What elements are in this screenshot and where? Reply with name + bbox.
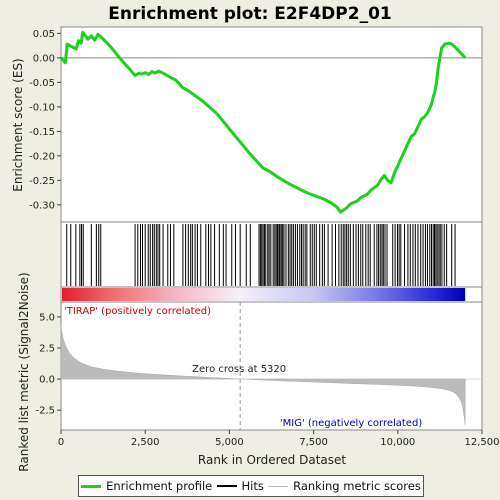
hits-panel bbox=[60, 221, 483, 288]
es-y-axis-label: Enrichment score (ES) bbox=[11, 58, 25, 191]
es-y-axis: 0.05 0.00 -0.05 -0.10 -0.15 -0.20 -0.25 -0.30 bbox=[29, 29, 61, 211]
zero-cross-label: Zero cross at 5320 bbox=[192, 364, 286, 375]
es-y-tick-label: -0.20 bbox=[29, 151, 55, 162]
enrichment-profile-line bbox=[59, 30, 467, 214]
correlation-color-band bbox=[62, 288, 466, 301]
legend-item-hits: Hits bbox=[216, 479, 264, 493]
chart-title: Enrichment plot: E2F4DP2_01 bbox=[108, 4, 391, 24]
negative-correlation-label: 'MIG' (negatively correlated) bbox=[280, 418, 422, 429]
es-y-tick-label: 0.00 bbox=[33, 53, 55, 64]
x-axis-label: Rank in Ordered Dataset bbox=[198, 453, 346, 467]
x-axis: 0 2,500 5,000 7,500 10,000 12,500 bbox=[58, 430, 500, 448]
x-tick-label: 0 bbox=[58, 437, 64, 448]
x-tick-label: 5,000 bbox=[215, 437, 244, 448]
hit-markers bbox=[66, 224, 456, 286]
legend-rank-label: Ranking metric scores bbox=[293, 479, 421, 493]
rank-panel bbox=[60, 301, 483, 431]
es-y-tick-label: -0.25 bbox=[29, 176, 55, 187]
rank-y-tick-label: 5.0 bbox=[39, 312, 55, 323]
rank-y-axis: 5.0 2.5 0.0 -2.5 bbox=[35, 312, 61, 417]
x-tick-label: 7,500 bbox=[299, 437, 328, 448]
rank-y-axis-label: Ranked list metric (Signal2Noise) bbox=[17, 272, 31, 471]
hits-swatch-icon bbox=[216, 485, 237, 487]
rank-y-tick-label: -2.5 bbox=[35, 406, 55, 417]
positive-correlation-label: 'TIRAP' (positively correlated) bbox=[64, 306, 211, 317]
legend: Enrichment profile Hits Ranking metric s… bbox=[78, 475, 424, 497]
legend-hits-label: Hits bbox=[241, 479, 264, 493]
rank-y-tick-label: 0.0 bbox=[39, 375, 55, 386]
es-y-tick-label: 0.05 bbox=[33, 29, 55, 40]
profile-swatch-icon bbox=[81, 484, 102, 488]
legend-item-profile: Enrichment profile bbox=[81, 479, 212, 493]
es-y-tick-label: -0.30 bbox=[29, 200, 55, 211]
x-tick-label: 10,000 bbox=[380, 437, 415, 448]
legend-item-rank: Ranking metric scores bbox=[268, 479, 421, 493]
es-y-tick-label: -0.05 bbox=[29, 78, 55, 89]
es-series bbox=[59, 30, 467, 214]
es-panel bbox=[60, 26, 483, 223]
rank-metric-area bbox=[60, 302, 482, 430]
es-y-tick-label: -0.10 bbox=[29, 102, 55, 113]
es-y-tick-label: -0.15 bbox=[29, 127, 55, 138]
legend-profile-label: Enrichment profile bbox=[106, 479, 213, 493]
x-tick-label: 2,500 bbox=[131, 437, 160, 448]
x-tick-label: 12,500 bbox=[465, 437, 500, 448]
ranking-metric-area bbox=[60, 325, 466, 426]
rank-swatch-icon bbox=[268, 485, 289, 487]
rank-y-tick-label: 2.5 bbox=[39, 343, 55, 354]
